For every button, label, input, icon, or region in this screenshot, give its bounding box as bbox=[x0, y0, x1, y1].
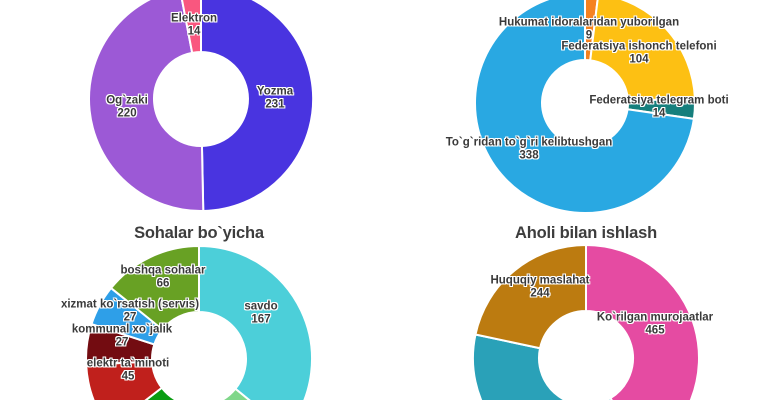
aholi-bilan-ishlash-slice-huquqiy-maslahat[interactable] bbox=[474, 244, 587, 350]
donut-murojaat-shakli bbox=[88, 0, 315, 212]
donut-sohalar-boyicha bbox=[85, 245, 313, 400]
donut-aholi-bilan-ishlash bbox=[472, 244, 700, 400]
aholi-bilan-ishlash-slice-segment-1[interactable] bbox=[472, 333, 645, 400]
sohalar-boyicha-slice-elektr-ta-minoti[interactable] bbox=[85, 360, 163, 400]
sohalar-boyicha-slice-segment-1[interactable] bbox=[154, 387, 287, 400]
aholi-bilan-ishlash-slice-ko-rilgan-murojaatlar[interactable] bbox=[585, 244, 700, 400]
murojaat-manbai-slice-to-g-ridan-to-g-ri-kelibtushgan[interactable] bbox=[473, 0, 695, 214]
murojaat-manbai-slice-federatsiya-ishonch-telefoni[interactable] bbox=[589, 0, 696, 103]
sohalar-boyicha-slice-savdo[interactable] bbox=[198, 245, 313, 400]
murojaat-shakli-slice-elektron[interactable] bbox=[180, 0, 202, 54]
murojaat-shakli-slice-yozma[interactable] bbox=[200, 0, 315, 212]
chart-title-aholi-bilan-ishlash: Aholi bilan ishlash bbox=[515, 224, 657, 242]
chart-title-sohalar-boyicha: Sohalar bo`yicha bbox=[134, 224, 264, 242]
murojaat-shakli-slice-og-zaki[interactable] bbox=[88, 0, 205, 212]
donut-murojaat-manbai bbox=[473, 0, 696, 214]
sohalar-boyicha-slice-boshqa-sohalar[interactable] bbox=[110, 245, 200, 331]
